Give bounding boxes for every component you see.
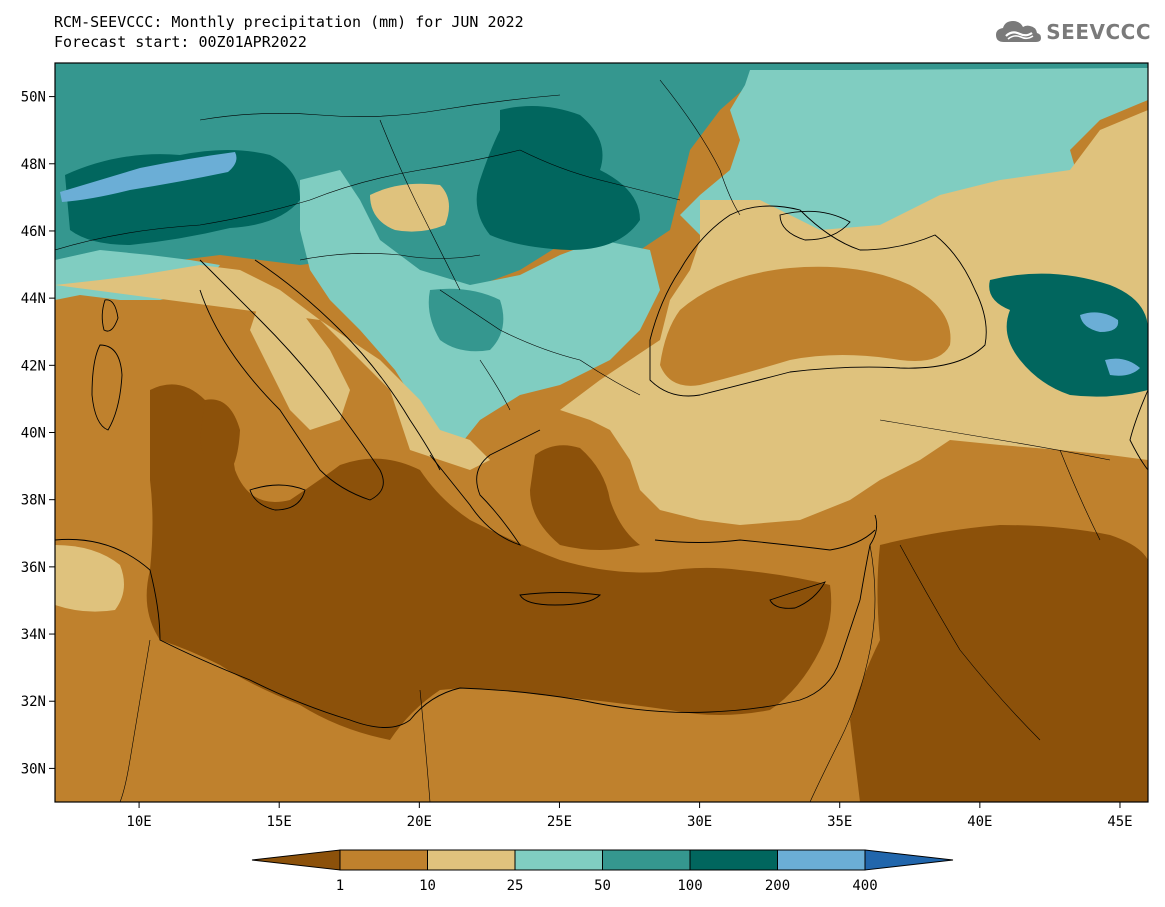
colorbar-label: 1 [336, 878, 344, 894]
colorbar-label: 25 [507, 878, 524, 894]
colorbar-box [339, 849, 428, 871]
lon-tick-label: 30E [687, 814, 712, 830]
lon-tick-label: 35E [827, 814, 852, 830]
lat-tick-label: 48N [21, 157, 46, 173]
title-block: RCM-SEEVCCC: Monthly precipitation (mm) … [54, 12, 524, 52]
field-200-400-alps [60, 152, 237, 202]
field-under-1-aegean [530, 445, 640, 550]
colorbar-label: 100 [677, 878, 702, 894]
map-title: RCM-SEEVCCC: Monthly precipitation (mm) … [54, 13, 524, 31]
lon-tick-label: 10E [126, 814, 151, 830]
lon-tick-label: 40E [967, 814, 992, 830]
colorbar-low-extension [251, 849, 341, 871]
lon-tick-label: 45E [1107, 814, 1132, 830]
cloud-icon [996, 21, 1042, 42]
colorbar-box [514, 849, 603, 871]
colorbar-label: 50 [594, 878, 611, 894]
black-sea-coast [649, 205, 987, 397]
seevccc-logo: SEEVCCC [994, 18, 1151, 46]
crimea [779, 210, 851, 241]
corsica [101, 299, 119, 332]
adriatic-east-coast [254, 259, 441, 471]
lat-tick-label: 40N [21, 426, 46, 442]
sardinia [91, 344, 123, 431]
field-under-1-italy-south [200, 399, 240, 480]
lat-tick-label: 44N [21, 291, 46, 307]
lat-tick-label: 30N [21, 761, 46, 777]
colorbar-box [777, 849, 866, 871]
italy-coast [199, 259, 384, 501]
colorbar-box [427, 849, 516, 871]
coastlines [55, 205, 1148, 728]
borders [55, 79, 1111, 802]
field-100-200-carpathians [476, 106, 640, 250]
lon-tick-label: 25E [547, 814, 572, 830]
field-200-400-caucasus-1 [1080, 312, 1119, 332]
lat-tick-label: 38N [21, 493, 46, 509]
field-under-1-central-med [146, 384, 832, 740]
lat-tick-label: 34N [21, 627, 46, 643]
cyprus [769, 581, 826, 609]
colorbar-box [689, 849, 778, 871]
lat-tick-label: 50N [21, 90, 46, 106]
precipitation-field [55, 63, 1148, 802]
colorbar-high-extension [864, 849, 954, 871]
lat-tick-label: 36N [21, 560, 46, 576]
caspian-coast [1129, 389, 1148, 471]
forecast-start: Forecast start: 00Z01APR2022 [54, 33, 307, 51]
colorbar-label: 10 [419, 878, 436, 894]
field-1-10-blacksea [660, 266, 951, 386]
field-10-25-libya-west [55, 545, 124, 612]
field-10-25-italy [55, 265, 490, 470]
crete [519, 592, 601, 606]
field-100-200-balkan-patch [428, 288, 504, 352]
colorbar-label: 200 [765, 878, 790, 894]
greece-coast [429, 429, 541, 546]
field-10-25-hungary [370, 183, 449, 232]
field-200-400-caucasus-2 [1105, 358, 1140, 376]
lat-tick-label: 46N [21, 224, 46, 240]
lon-axis: 10E 15E 20E 25E 30E 35E 40E 45E [126, 802, 1133, 830]
lat-tick-label: 42N [21, 358, 46, 374]
lon-tick-label: 15E [267, 814, 292, 830]
colorbar: 1 10 25 50 100 200 400 [251, 849, 954, 894]
logo-text: SEEVCCC [1046, 20, 1151, 44]
colorbar-box [602, 849, 691, 871]
lat-tick-label: 32N [21, 694, 46, 710]
lon-tick-label: 20E [407, 814, 432, 830]
lat-axis: 30N 32N 34N 36N 38N 40N 42N 44N 46N 48N 50N [21, 90, 55, 777]
colorbar-label: 400 [852, 878, 877, 894]
field-under-1-levant [850, 525, 1148, 802]
sicily [249, 484, 306, 511]
anatolia-south-coast [654, 529, 876, 551]
north-africa-coast [55, 538, 861, 728]
